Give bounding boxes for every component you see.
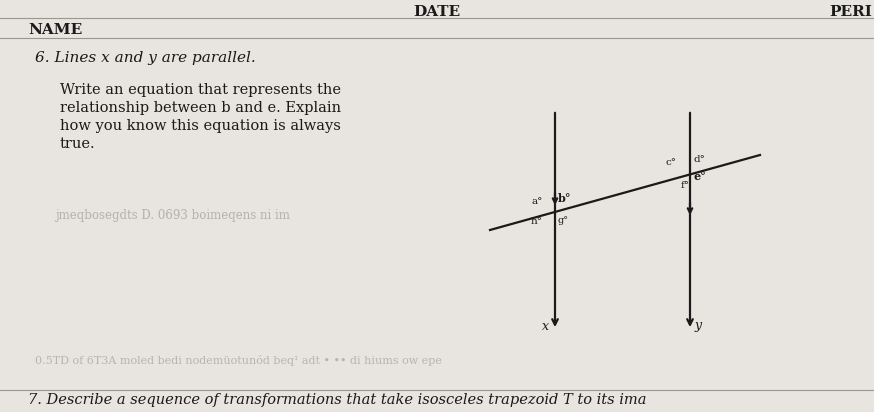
Text: NAME: NAME (28, 23, 82, 37)
Text: y: y (695, 319, 702, 332)
Text: e°: e° (693, 171, 705, 182)
Text: 6. Lines x and y are parallel.: 6. Lines x and y are parallel. (35, 51, 256, 65)
Text: 0.5TD of 6T3A moled bedi nodemüotunód beq¹ adt • •• di hiums ow epe: 0.5TD of 6T3A moled bedi nodemüotunód be… (35, 354, 442, 365)
Text: g°: g° (558, 216, 569, 225)
Text: relationship between b and e. Explain: relationship between b and e. Explain (60, 101, 341, 115)
Text: b°: b° (558, 194, 572, 204)
Text: how you know this equation is always: how you know this equation is always (60, 119, 341, 133)
Text: c°: c° (665, 158, 676, 167)
Text: a°: a° (531, 197, 543, 206)
Text: f°: f° (681, 181, 690, 190)
Text: jmeqbosegdts D. 0693 boimeqens ni im: jmeqbosegdts D. 0693 boimeqens ni im (55, 208, 290, 222)
Text: Write an equation that represents the: Write an equation that represents the (60, 83, 341, 97)
Text: h°: h° (531, 218, 543, 227)
Text: 7. Describe a sequence of transformations that take isosceles trapezoid T to its: 7. Describe a sequence of transformation… (28, 393, 647, 407)
Text: d°: d° (693, 155, 704, 164)
Text: PERI: PERI (829, 5, 872, 19)
Text: DATE: DATE (413, 5, 461, 19)
Text: true.: true. (60, 137, 95, 151)
Text: x: x (542, 319, 549, 332)
